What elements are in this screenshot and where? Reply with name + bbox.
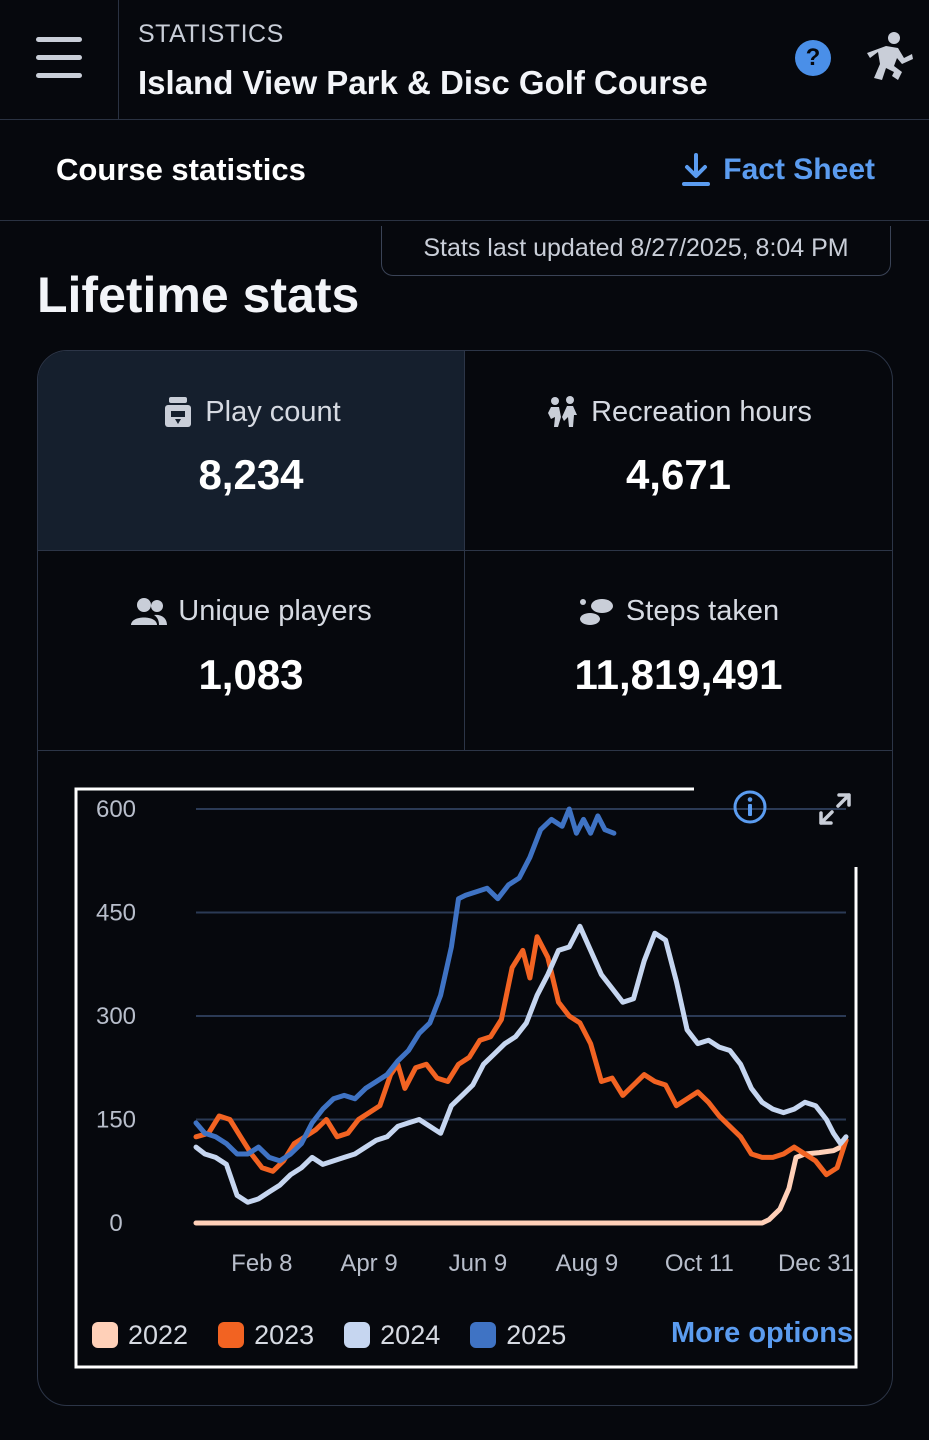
stat-tile-unique-players[interactable]: Unique players 1,083 [38, 551, 465, 751]
legend-label: 2024 [380, 1319, 441, 1350]
series-line-2022 [193, 1137, 849, 1226]
lifetime-stats-heading: Lifetime stats [37, 267, 360, 323]
legend-item-2025[interactable]: 2025 [470, 1320, 566, 1351]
hamburger-icon [36, 37, 82, 42]
stat-label-row: Recreation hours [465, 395, 892, 429]
section-title: Course statistics [56, 152, 306, 187]
legend-label: 2022 [128, 1319, 189, 1350]
x-tick-layer: Feb 8 Apr 9 Jun 9 Aug 9 Oct 11 Dec 31 [231, 1250, 854, 1277]
lifetime-stats-card: Play count 8,234 Recreation hours 4,671 … [37, 350, 893, 1406]
more-options-link[interactable]: More options [671, 1317, 854, 1349]
legend-swatch [344, 1322, 371, 1348]
stat-label-row: Unique players [38, 595, 464, 628]
y-tick-label: 300 [96, 1003, 136, 1030]
grid-layer [196, 808, 846, 1121]
stat-tile-recreation-hours[interactable]: Recreation hours 4,671 [465, 351, 892, 551]
stat-tile-steps-taken[interactable]: Steps taken 11,819,491 [465, 551, 892, 751]
x-tick-label: Aug 9 [555, 1250, 618, 1277]
question-icon[interactable]: ? [795, 40, 831, 76]
x-tick-label: Oct 11 [665, 1250, 734, 1277]
chart-svg: 0 150 300 450 600 Feb 8 Apr 9 Jun 9 Aug 9 Oct 11… [74, 787, 858, 1369]
play-count-chart: 0 150 300 450 600 Feb 8 Apr 9 Jun 9 Aug 9 Oct 11… [74, 787, 858, 1369]
hamburger-icon-line [36, 55, 82, 60]
legend-item-2023[interactable]: 2023 [218, 1320, 314, 1351]
top-bar: STATISTICS Island View Park & Disc Golf … [0, 0, 929, 120]
stat-value: 8,234 [198, 451, 304, 498]
stat-label: Steps taken [625, 595, 780, 627]
people-icon [131, 597, 168, 625]
fact-sheet-button[interactable]: Fact Sheet [681, 150, 875, 190]
course-statistics-bar: Course statistics Fact Sheet [0, 120, 929, 221]
walking-people-icon [548, 396, 578, 427]
stat-label: Recreation hours [591, 395, 812, 428]
stat-value: 1,083 [198, 651, 304, 698]
y-tick-layer: 0 150 300 450 600 [96, 796, 136, 1237]
x-tick-label: Dec 31 [778, 1250, 854, 1277]
x-tick-label: Jun 9 [449, 1250, 508, 1277]
legend-item-2022[interactable]: 2022 [92, 1320, 188, 1351]
y-tick-label: 0 [109, 1210, 122, 1237]
legend-swatch [470, 1322, 497, 1348]
y-tick-label: 600 [96, 796, 136, 823]
x-tick-label: Feb 8 [231, 1250, 292, 1277]
stat-label: Unique players [178, 595, 372, 627]
series-line-2025 [193, 806, 617, 1164]
hamburger-icon-line [36, 73, 82, 78]
y-tick-label: 450 [96, 900, 136, 927]
fact-sheet-label: Fact Sheet [723, 153, 875, 186]
series-layer [193, 806, 849, 1226]
scorecard-icon [165, 397, 192, 427]
menu-button[interactable] [0, 0, 119, 119]
info-icon[interactable] [732, 789, 768, 825]
legend-item-2024[interactable]: 2024 [344, 1320, 440, 1351]
stat-tile-play-count[interactable]: Play count 8,234 [38, 351, 465, 551]
stat-label-row: Steps taken [465, 595, 892, 628]
x-tick-label: Apr 9 [340, 1250, 397, 1277]
series-line-2024 [193, 923, 849, 1205]
chart-border [74, 787, 858, 1369]
legend-label: 2025 [506, 1319, 567, 1350]
legend-swatch [218, 1322, 245, 1348]
course-title: Island View Park & Disc Golf Course [138, 64, 708, 101]
legend-swatch [92, 1322, 118, 1348]
expand-icon[interactable] [817, 791, 853, 827]
download-icon [682, 153, 711, 186]
disc-golfer-icon[interactable] [864, 30, 914, 82]
page-eyebrow: STATISTICS [138, 20, 284, 48]
stat-value: 4,671 [625, 451, 732, 498]
stats-updated-timestamp: Stats last updated 8/27/2025, 8:04 PM [381, 226, 891, 276]
y-tick-label: 150 [96, 1107, 136, 1134]
footsteps-icon [579, 598, 613, 625]
stat-label-row: Play count [38, 395, 464, 429]
chart-legend: 2022 2023 2024 2025 [92, 1317, 596, 1353]
stat-value: 11,819,491 [574, 651, 783, 698]
legend-label: 2023 [254, 1319, 315, 1350]
series-line-2023 [193, 934, 849, 1178]
stat-label: Play count [205, 395, 341, 428]
